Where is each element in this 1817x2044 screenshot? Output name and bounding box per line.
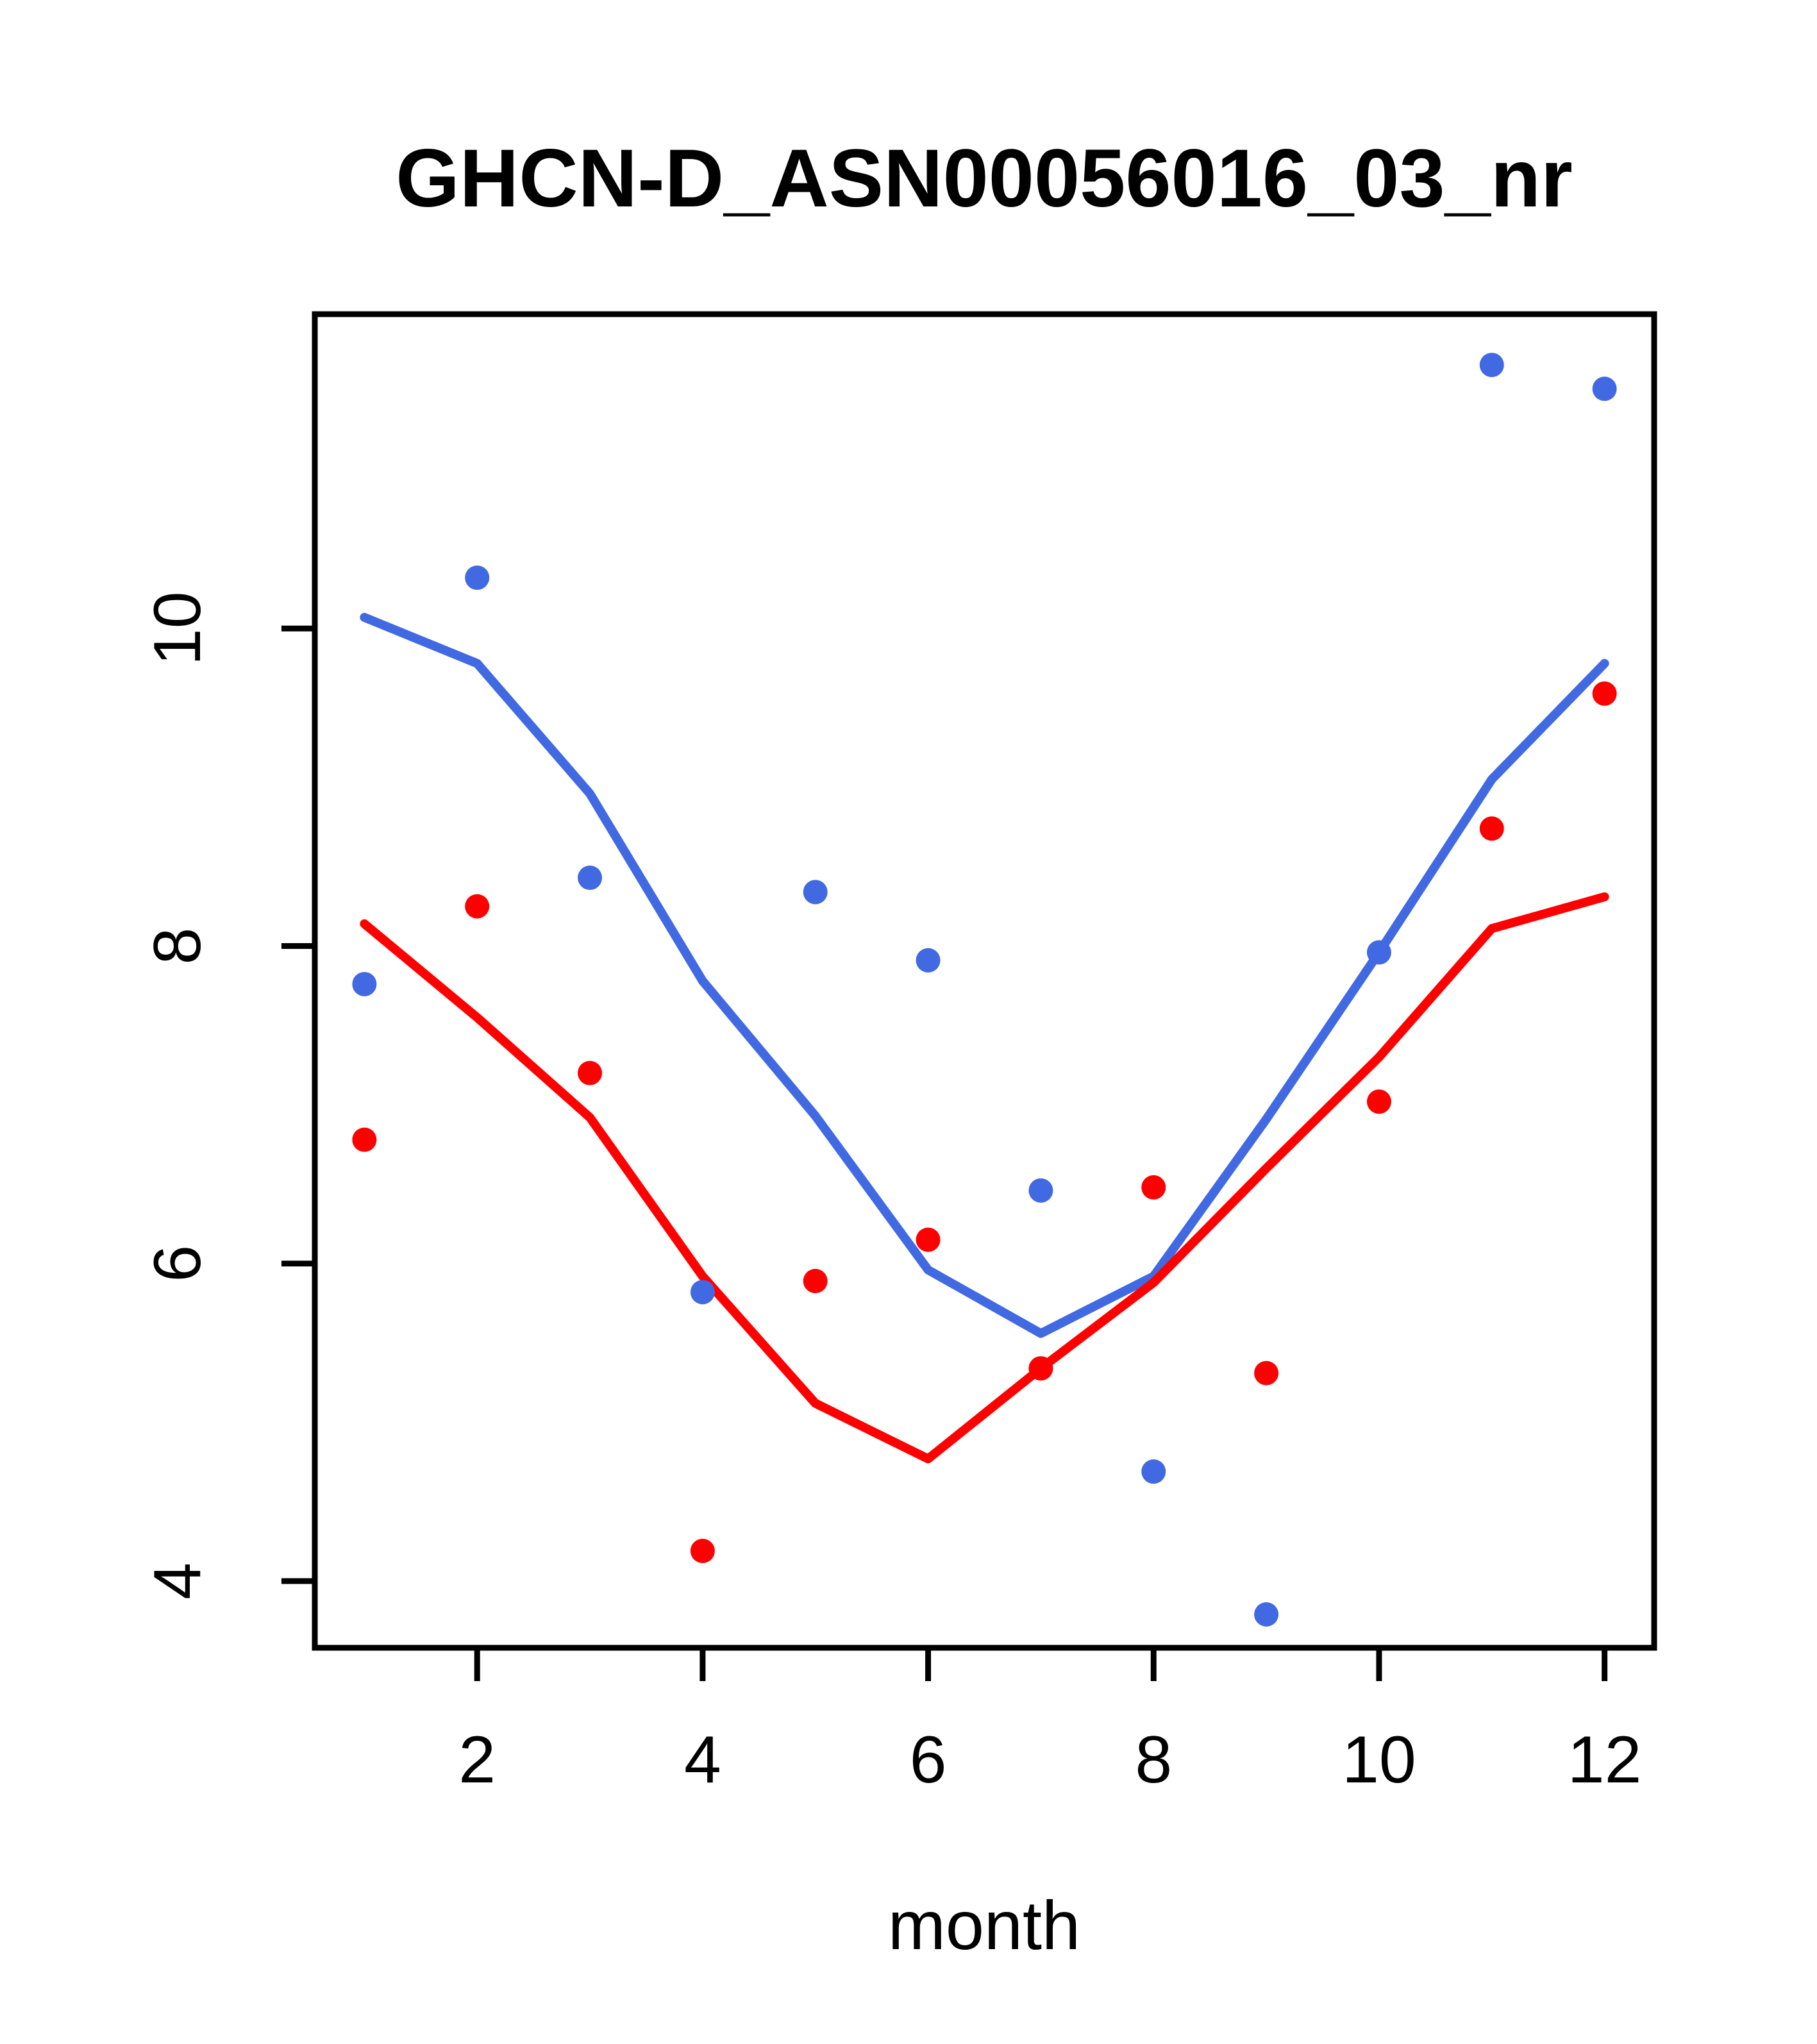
red-points-marker [1028,1356,1053,1381]
red-points-marker [465,894,490,919]
red-points-marker [1479,816,1504,841]
x-tick-label: 10 [1342,1723,1416,1797]
red-points-marker [690,1538,715,1563]
red-points-marker [1254,1361,1279,1386]
red-points-marker [1592,681,1617,706]
plot-border-box [312,311,1657,1651]
y-tick-label: 6 [140,1245,215,1282]
blue-trend-trend-line [360,612,1609,1338]
blue-points-marker [1028,1178,1053,1203]
chart-title: GHCN-D_ASN00056016_03_nr [396,133,1573,224]
blue-points-marker [1592,376,1617,401]
blue-points-marker [578,866,603,891]
red-points-marker [1141,1175,1166,1200]
x-tick-label: 4 [684,1723,721,1797]
blue-points-marker [690,1280,715,1305]
blue-points-marker [1479,353,1504,378]
x-tick-label: 2 [458,1723,496,1797]
red-points-marker [352,1127,377,1152]
y-tick-label: 10 [140,591,215,666]
y-tick-label: 4 [140,1562,215,1600]
x-axis-label: month [888,1886,1080,1964]
blue-points-marker [916,948,941,973]
blue-points-marker [465,565,490,591]
x-tick-label: 6 [910,1723,947,1797]
blue-points-marker [1254,1602,1279,1627]
x-tick-label: 12 [1568,1723,1642,1797]
x-tick-label: 8 [1135,1723,1172,1797]
blue-points-marker [803,880,828,905]
red-points-marker [578,1060,603,1085]
plot-area: 2 4 6 8 10 12 4 6 8 10 [140,311,1657,1797]
red-points-marker [803,1269,828,1293]
blue-points-marker [352,971,377,996]
red-trend-trend-line [360,892,1609,1464]
y-tick-label: 8 [140,928,215,965]
red-points-marker [1366,1089,1391,1114]
red-points-marker [916,1227,941,1252]
blue-points-marker [1366,940,1391,965]
blue-points-marker [1141,1459,1166,1484]
